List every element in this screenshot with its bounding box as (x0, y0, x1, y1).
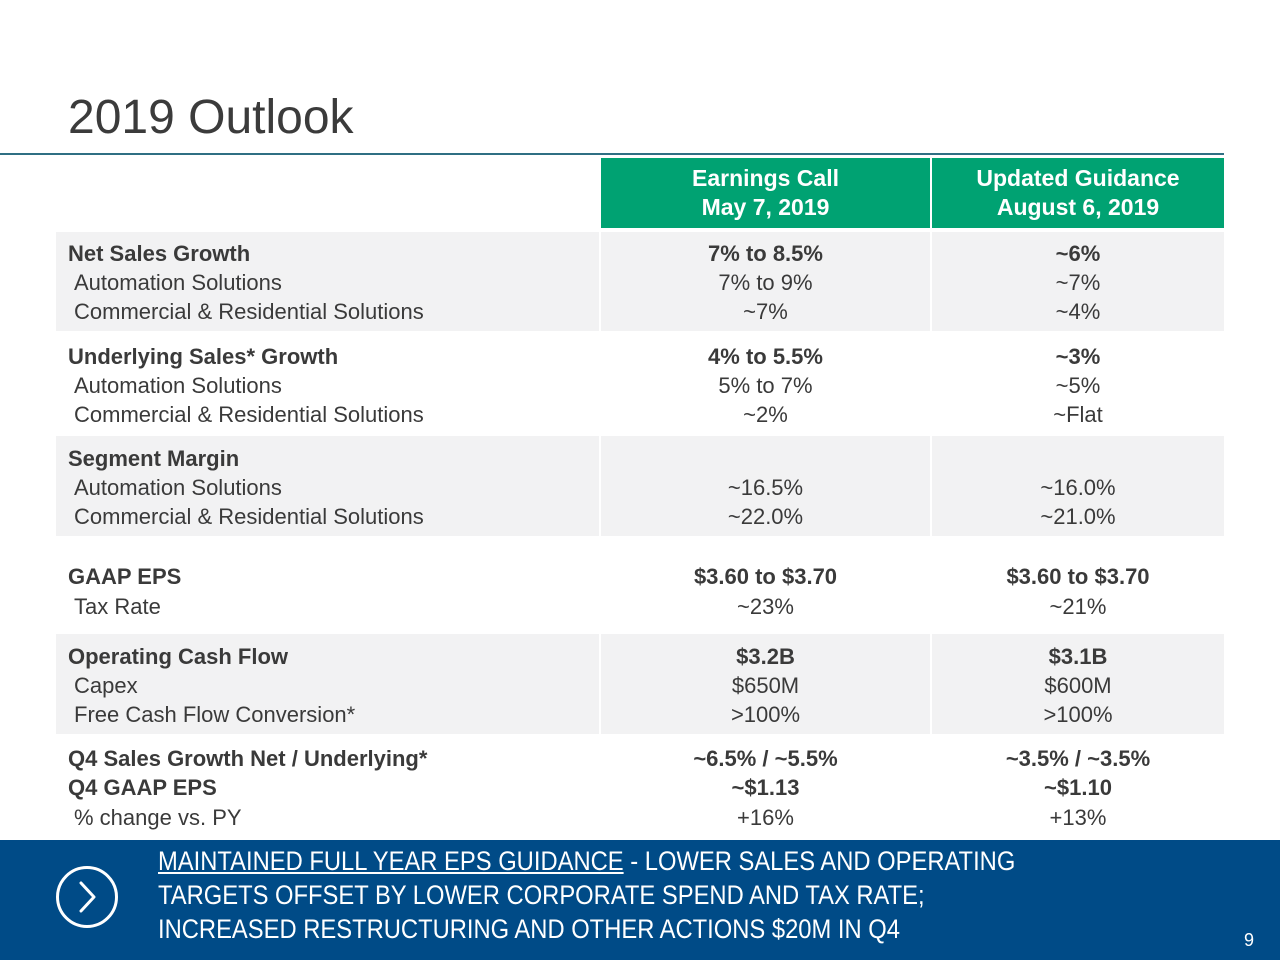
row-label: Net Sales Growth (68, 241, 251, 266)
earnings-value: +16% (737, 805, 794, 830)
table-row: Automation Solutions ~16.5% ~16.0% (56, 473, 1224, 503)
updated-value: $600M (1044, 673, 1112, 698)
band-operating-cash-flow: Operating Cash Flow $3.2B $3.1B Capex $6… (56, 634, 1224, 734)
summary-banner (0, 840, 1280, 960)
updated-value: $3.60 to $3.70 (1006, 564, 1150, 589)
earnings-value: ~16.5% (727, 475, 804, 500)
updated-value: ~5% (1055, 373, 1101, 398)
table-row: GAAP EPS $3.60 to $3.70 $3.60 to $3.70 (56, 562, 1224, 592)
table-row: Commercial & Residential Solutions ~2% ~… (56, 400, 1224, 430)
updated-value: ~21.0% (1040, 504, 1116, 529)
updated-value: >100% (1043, 702, 1113, 727)
banner-line-2: TARGETS OFFSET BY LOWER CORPORATE SPEND … (158, 880, 925, 910)
table-row: Tax Rate ~23% ~21% (56, 592, 1224, 622)
header-updated-guidance-line1: Updated Guidance (976, 165, 1180, 191)
row-label: Tax Rate (74, 594, 161, 619)
earnings-value: 7% to 9% (718, 270, 813, 295)
earnings-value: $3.60 to $3.70 (693, 564, 838, 589)
band-segment-margin: Segment Margin Automation Solutions ~16.… (56, 436, 1224, 536)
row-label: Segment Margin (68, 446, 240, 471)
row-label: Automation Solutions (74, 475, 282, 500)
table-row: Free Cash Flow Conversion* >100% >100% (56, 700, 1224, 730)
row-label: Capex (74, 673, 138, 698)
header-updated-guidance: Updated Guidance August 6, 2019 (932, 158, 1224, 228)
table-row: Operating Cash Flow $3.2B $3.1B (56, 642, 1224, 672)
table-row: Capex $650M $600M (56, 671, 1224, 701)
chevron-right-icon (56, 866, 118, 928)
table-row: Automation Solutions 5% to 7% ~5% (56, 371, 1224, 401)
row-label: GAAP EPS (68, 564, 182, 589)
table-row: Underlying Sales* Growth 4% to 5.5% ~3% (56, 342, 1224, 372)
row-label: Free Cash Flow Conversion* (74, 702, 356, 727)
earnings-value: ~$1.13 (731, 775, 800, 800)
band-underlying-sales: Underlying Sales* Growth 4% to 5.5% ~3% … (56, 334, 1224, 434)
header-updated-guidance-line2: August 6, 2019 (996, 194, 1160, 220)
banner-underlined-text: MAINTAINED FULL YEAR EPS GUIDANCE (158, 846, 624, 876)
table-row: Q4 Sales Growth Net / Underlying* ~6.5% … (56, 744, 1224, 774)
updated-value: +13% (1049, 805, 1107, 830)
row-label: Underlying Sales* Growth (68, 344, 339, 369)
banner-line-1-rest: - LOWER SALES AND OPERATING (623, 846, 1016, 876)
banner-line-3: INCREASED RESTRUCTURING AND OTHER ACTION… (158, 914, 900, 944)
page-number: 9 (1244, 930, 1255, 950)
earnings-value: 4% to 5.5% (708, 344, 823, 369)
band-gaap-eps: GAAP EPS $3.60 to $3.70 $3.60 to $3.70 T… (56, 538, 1224, 632)
table-row: Segment Margin (56, 444, 1224, 474)
page-title: 2019 Outlook (68, 91, 354, 144)
updated-value: ~$1.10 (1044, 775, 1112, 800)
row-label: Automation Solutions (74, 270, 282, 295)
earnings-value: $3.2B (736, 644, 795, 669)
updated-value: ~3.5% / ~3.5% (1005, 746, 1151, 771)
earnings-value: ~22.0% (727, 504, 804, 529)
header-earnings-call-line2: May 7, 2019 (701, 194, 830, 220)
table-row: Commercial & Residential Solutions ~22.0… (56, 502, 1224, 532)
band-q4: Q4 Sales Growth Net / Underlying* ~6.5% … (56, 736, 1224, 836)
table-row: Q4 GAAP EPS ~$1.13 ~$1.10 (56, 773, 1224, 803)
row-label: Commercial & Residential Solutions (74, 299, 424, 324)
earnings-value: >100% (730, 702, 801, 727)
band-net-sales: Net Sales Growth 7% to 8.5% ~6% Automati… (56, 232, 1224, 331)
banner-line-1: MAINTAINED FULL YEAR EPS GUIDANCE - LOWE… (158, 844, 1082, 878)
earnings-value: ~23% (737, 594, 794, 619)
header-earnings-call-line1: Earnings Call (692, 165, 839, 191)
table-row: Net Sales Growth 7% to 8.5% ~6% (56, 239, 1224, 269)
header-earnings-call: Earnings Call May 7, 2019 (601, 158, 930, 228)
table-row: Automation Solutions 7% to 9% ~7% (56, 268, 1224, 298)
updated-value: ~7% (1055, 270, 1101, 295)
row-label: Q4 GAAP EPS (68, 775, 217, 800)
earnings-value: ~2% (743, 402, 788, 427)
banner-text: MAINTAINED FULL YEAR EPS GUIDANCE - LOWE… (158, 844, 1082, 946)
row-label: Operating Cash Flow (68, 644, 289, 669)
updated-value: ~21% (1049, 594, 1107, 619)
title-divider (0, 153, 1224, 155)
row-label: Automation Solutions (74, 373, 282, 398)
earnings-value: ~6.5% / ~5.5% (693, 746, 838, 771)
earnings-value: ~7% (743, 299, 788, 324)
updated-value: ~6% (1055, 241, 1101, 266)
updated-value: ~3% (1055, 344, 1101, 369)
table-row: Commercial & Residential Solutions ~7% ~… (56, 297, 1224, 327)
table-row: % change vs. PY +16% +13% (56, 803, 1224, 833)
earnings-value: 7% to 8.5% (708, 241, 823, 266)
updated-value: $3.1B (1048, 644, 1108, 669)
earnings-value: 5% to 7% (718, 373, 813, 398)
row-label: Commercial & Residential Solutions (74, 504, 424, 529)
updated-value: ~Flat (1053, 402, 1103, 427)
row-label: Q4 Sales Growth Net / Underlying* (68, 746, 428, 771)
row-label: % change vs. PY (74, 805, 242, 830)
row-label: Commercial & Residential Solutions (74, 402, 424, 427)
updated-value: ~4% (1055, 299, 1101, 324)
earnings-value: $650M (731, 673, 800, 698)
updated-value: ~16.0% (1040, 475, 1116, 500)
